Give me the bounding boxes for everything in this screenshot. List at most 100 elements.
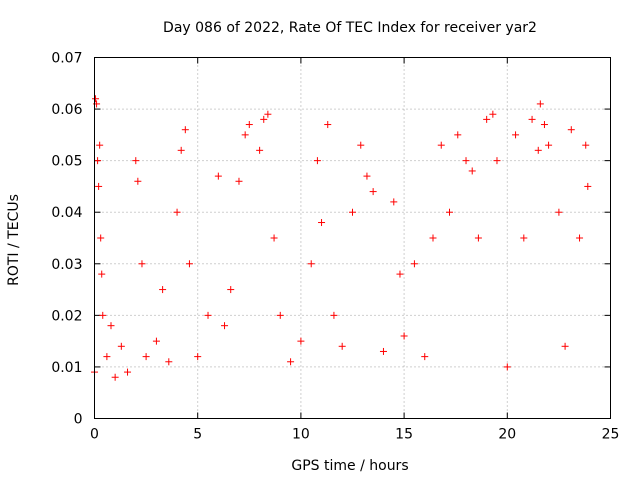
- y-tick-label: 0: [74, 412, 83, 428]
- data-point: [313, 157, 321, 165]
- y-tick-label: 0.06: [51, 102, 82, 118]
- data-point: [235, 177, 243, 185]
- data-point: [159, 286, 167, 294]
- data-point: [204, 311, 212, 319]
- data-point: [307, 260, 315, 268]
- data-points: [91, 95, 592, 381]
- data-point: [363, 172, 371, 180]
- y-tick-label: 0.05: [51, 154, 82, 170]
- data-point: [503, 363, 511, 371]
- data-point: [520, 234, 528, 242]
- data-point: [185, 260, 193, 268]
- data-point: [567, 126, 575, 134]
- data-point: [462, 157, 470, 165]
- y-tick-label: 0.03: [51, 257, 82, 273]
- data-point: [297, 337, 305, 345]
- x-tick-label: 25: [602, 427, 620, 443]
- data-point: [582, 141, 590, 149]
- data-point: [489, 110, 497, 118]
- data-point: [117, 342, 125, 350]
- data-point: [584, 182, 592, 190]
- y-tick-label: 0.02: [51, 308, 82, 324]
- data-point: [576, 234, 584, 242]
- data-point: [241, 131, 249, 139]
- data-point: [103, 353, 111, 361]
- data-point: [454, 131, 462, 139]
- y-tick-label: 0.01: [51, 360, 82, 376]
- data-point: [132, 157, 140, 165]
- data-point: [561, 342, 569, 350]
- data-point: [390, 198, 398, 206]
- data-point: [410, 260, 418, 268]
- x-tick-label: 15: [395, 427, 413, 443]
- x-tick-label: 20: [498, 427, 516, 443]
- data-point: [96, 141, 104, 149]
- data-point: [540, 121, 548, 129]
- data-point: [94, 157, 102, 165]
- data-point: [493, 157, 501, 165]
- data-point: [338, 342, 346, 350]
- x-axis-label: GPS time / hours: [291, 458, 408, 474]
- data-point: [483, 115, 491, 123]
- data-point: [260, 115, 268, 123]
- data-point: [446, 208, 454, 216]
- y-tick-label: 0.07: [51, 51, 82, 67]
- x-tick-label: 5: [193, 427, 202, 443]
- data-point: [379, 347, 387, 355]
- data-point: [245, 121, 253, 129]
- data-point: [536, 100, 544, 108]
- data-point: [369, 188, 377, 196]
- data-point: [270, 234, 278, 242]
- plot-frame: [94, 57, 611, 419]
- data-point: [134, 177, 142, 185]
- data-point: [429, 234, 437, 242]
- data-point: [177, 146, 185, 154]
- data-point: [173, 208, 181, 216]
- chart-title: Day 086 of 2022, Rate Of TEC Index for r…: [163, 20, 537, 36]
- data-point: [138, 260, 146, 268]
- y-tick-label: 0.04: [51, 205, 82, 221]
- data-point: [165, 358, 173, 366]
- data-point: [221, 322, 229, 330]
- data-point: [545, 141, 553, 149]
- data-point: [555, 208, 563, 216]
- data-point: [152, 337, 160, 345]
- data-point: [534, 146, 542, 154]
- data-point: [107, 322, 115, 330]
- data-point: [124, 368, 132, 376]
- data-point: [142, 353, 150, 361]
- data-point: [400, 332, 408, 340]
- data-point: [324, 121, 332, 129]
- data-point: [97, 234, 105, 242]
- data-point: [287, 358, 295, 366]
- data-point: [468, 167, 476, 175]
- data-point: [349, 208, 356, 216]
- data-point: [181, 126, 189, 134]
- data-point: [99, 311, 107, 319]
- data-point: [474, 234, 482, 242]
- data-point: [264, 110, 272, 118]
- data-point: [256, 146, 264, 154]
- data-point: [437, 141, 445, 149]
- data-point: [330, 311, 338, 319]
- data-point: [194, 353, 202, 361]
- axis-ticks: 0 5 10 15 20 25 0 0.01 0.02 0.03 0.04 0.05 0.06 0.07: [51, 51, 619, 443]
- x-tick-label: 0: [90, 427, 99, 443]
- data-point: [227, 286, 235, 294]
- data-point: [421, 353, 429, 361]
- data-point: [396, 270, 404, 278]
- data-point: [98, 270, 106, 278]
- y-axis-label: ROTI / TECUs: [6, 194, 22, 286]
- data-point: [214, 172, 222, 180]
- data-point: [528, 115, 536, 123]
- data-point: [95, 182, 103, 190]
- data-point: [276, 311, 284, 319]
- data-point: [318, 219, 326, 227]
- x-tick-label: 10: [292, 427, 310, 443]
- data-point: [512, 131, 520, 139]
- data-point: [92, 95, 100, 103]
- data-point: [111, 373, 119, 381]
- data-point: [357, 141, 365, 149]
